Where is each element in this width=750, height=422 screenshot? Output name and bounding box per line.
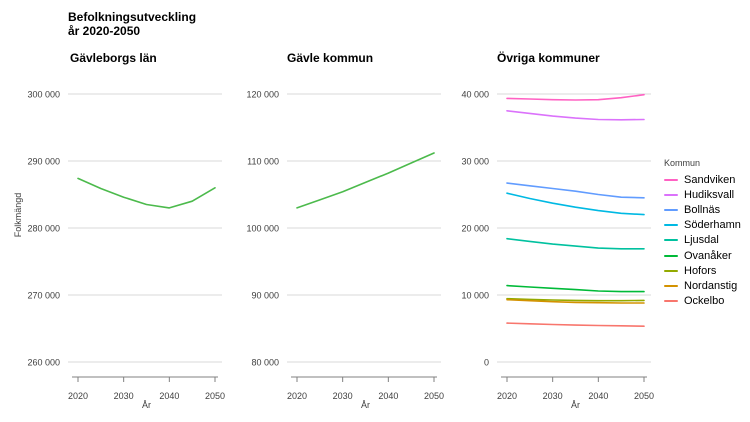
series-line-hudiksvall xyxy=(506,110,645,121)
series-line-sandviken xyxy=(506,93,645,101)
x-axis-label: År xyxy=(361,400,370,410)
legend-swatch xyxy=(664,239,678,242)
legend-label: Söderhamn xyxy=(684,219,741,232)
y-tick-label: 290 000 xyxy=(27,157,60,167)
panel-title-gavleborgs-lan: Gävleborgs län xyxy=(70,51,157,65)
legend-item-ockelbo: Ockelbo xyxy=(664,294,741,309)
y-tick-label: 110 000 xyxy=(247,157,279,167)
legend-item-hudiksvall: Hudiksvall xyxy=(664,187,741,202)
series-line-gävleborgs län xyxy=(77,177,216,209)
series-line-gävle kommun xyxy=(296,152,435,209)
y-tick-label: 80 000 xyxy=(251,358,279,368)
x-tick-label: 2050 xyxy=(634,391,654,401)
y-tick-label: 20 000 xyxy=(461,224,489,234)
x-axis-label: År xyxy=(142,400,151,410)
series-line-hofors xyxy=(506,297,645,302)
series-line-söderhamn xyxy=(506,192,645,216)
legend-label: Hudiksvall xyxy=(684,188,735,201)
legend-swatch xyxy=(664,224,678,227)
legend-swatch xyxy=(664,254,678,257)
series-line-ljusdal xyxy=(506,237,645,250)
legend-item-bollnäs: Bollnäs xyxy=(664,202,741,217)
legend-swatch xyxy=(664,284,678,287)
x-tick-label: 2020 xyxy=(497,391,517,401)
panel-title-gavle-kommun: Gävle kommun xyxy=(287,51,374,65)
x-tick-label: 2050 xyxy=(205,391,225,401)
y-tick-label: 0 xyxy=(484,358,489,368)
legend-swatch xyxy=(664,193,678,196)
x-axis-label: År xyxy=(571,400,580,410)
x-tick-label: 2020 xyxy=(68,391,88,401)
y-tick-label: 40 000 xyxy=(461,90,489,100)
legend-swatch xyxy=(664,208,678,211)
legend-swatch xyxy=(664,178,678,181)
x-tick-label: 2050 xyxy=(424,391,444,401)
series-line-ockelbo xyxy=(506,322,645,328)
y-tick-label: 260 000 xyxy=(27,358,60,368)
legend-item-nordanstig: Nordanstig xyxy=(664,278,741,293)
chart-title-line1: Befolkningsutveckling xyxy=(68,10,197,24)
legend-label: Ovanåker xyxy=(684,249,732,262)
legend-item-sandviken: Sandviken xyxy=(664,172,741,187)
chart-title-line2: år 2020-2050 xyxy=(68,24,141,38)
legend-title: Kommun xyxy=(664,158,701,168)
panel-title-ovriga-kommuner: Övriga kommuner xyxy=(497,51,600,65)
y-tick-label: 270 000 xyxy=(27,291,60,301)
legend-swatch xyxy=(664,300,678,303)
y-tick-label: 30 000 xyxy=(461,157,489,167)
x-tick-label: 2030 xyxy=(114,391,134,401)
legend-item-ljusdal: Ljusdal xyxy=(664,233,741,248)
y-tick-label: 10 000 xyxy=(461,291,489,301)
x-tick-label: 2020 xyxy=(287,391,307,401)
series-line-nordanstig xyxy=(506,298,645,304)
x-tick-label: 2040 xyxy=(378,391,398,401)
y-tick-label: 90 000 xyxy=(251,291,279,301)
legend-item-hofors: Hofors xyxy=(664,263,741,278)
x-tick-label: 2040 xyxy=(159,391,179,401)
legend-item-ovanåker: Ovanåker xyxy=(664,248,741,263)
legend-label: Sandviken xyxy=(684,173,736,186)
x-tick-label: 2030 xyxy=(333,391,353,401)
chart-title: Befolkningsutveckling år 2020-2050 xyxy=(68,10,196,38)
y-tick-label: 280 000 xyxy=(27,224,60,234)
legend: Kommun Sandviken Hudiksvall Bollnäs Söderha… xyxy=(664,158,741,309)
y-tick-label: 120 000 xyxy=(246,90,279,100)
y-tick-label: 100 000 xyxy=(246,224,279,234)
legend-swatch xyxy=(664,269,678,272)
y-axis-label: Folkmängd xyxy=(13,192,23,238)
legend-item-söderhamn: Söderhamn xyxy=(664,218,741,233)
y-tick-label: 300 000 xyxy=(27,90,60,100)
legend-label: Nordanstig xyxy=(684,279,738,292)
legend-label: Ljusdal xyxy=(684,234,719,247)
legend-label: Hofors xyxy=(684,264,717,277)
legend-items: Sandviken Hudiksvall Bollnäs Söderhamn Ljusd… xyxy=(664,172,741,309)
legend-label: Bollnäs xyxy=(684,203,721,216)
x-tick-label: 2030 xyxy=(543,391,563,401)
series-line-bollnäs xyxy=(506,182,645,199)
series-line-ovanåker xyxy=(506,284,645,293)
legend-label: Ockelbo xyxy=(684,295,725,308)
x-tick-label: 2040 xyxy=(588,391,608,401)
